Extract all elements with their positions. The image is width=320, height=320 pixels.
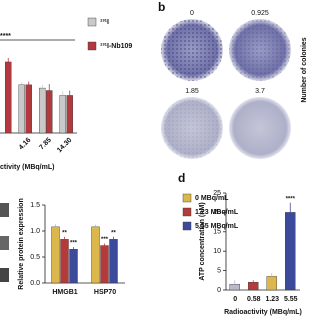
- x-tick-label: 7.85: [38, 137, 53, 152]
- y-axis-label: Number of colonies: [301, 37, 308, 102]
- y-tick-label: 10: [213, 248, 221, 255]
- x-tick-label: 1.23: [265, 296, 279, 303]
- x-tick-label: 4.16: [18, 137, 33, 152]
- plate-label: 0.925: [251, 10, 269, 17]
- bar: [25, 84, 32, 134]
- y-axis-label: ATP concentration (nM): [199, 202, 206, 280]
- bar: [39, 87, 46, 134]
- panel-label: d: [178, 171, 185, 185]
- legend-label: ¹³¹I: [100, 19, 109, 26]
- significance: ****: [0, 33, 11, 40]
- bar: [5, 61, 12, 134]
- x-tick-label: HMGB1: [52, 289, 77, 296]
- bar: [69, 248, 78, 284]
- legend-swatch: [182, 221, 192, 231]
- x-tick-label: 0: [233, 296, 237, 303]
- legend-swatch: [87, 17, 97, 27]
- x-axis-label: ctivity (MBq/mL): [0, 164, 54, 171]
- blot: [0, 203, 9, 282]
- x-tick-label: 14.30: [56, 137, 73, 154]
- bar: [46, 90, 53, 134]
- significance: ***: [101, 237, 109, 243]
- significance: **: [111, 230, 116, 236]
- plate-label: 1.85: [185, 88, 199, 95]
- y-tick-label: 1.5: [30, 202, 40, 209]
- bar: [229, 283, 240, 291]
- panel-label: b: [158, 0, 165, 14]
- bar: [109, 239, 118, 284]
- y-tick-label: 1.0: [30, 228, 40, 235]
- significance: ***: [70, 241, 78, 247]
- plate-images: [158, 18, 298, 166]
- significance: **: [62, 230, 67, 236]
- y-tick-label: 0: [217, 287, 221, 294]
- significance: ****: [286, 196, 296, 202]
- legend-label: 1.23 MBq/mL: [195, 209, 239, 216]
- bar: [100, 245, 109, 284]
- legend-swatch: [182, 193, 192, 203]
- bar: [266, 276, 277, 291]
- legend-swatch: [87, 41, 97, 51]
- bar: [285, 212, 296, 291]
- legend-label: 5.55 MBq/mL: [195, 223, 239, 230]
- bar: [60, 239, 69, 284]
- bar: [66, 95, 73, 134]
- bar: [59, 95, 66, 134]
- x-tick-label: HSP70: [94, 289, 116, 296]
- y-axis-label: Relative protein expression: [18, 198, 25, 289]
- legend-label: ¹³¹I-Nb109: [100, 43, 132, 50]
- y-tick-label: 25: [213, 190, 221, 197]
- bar: [51, 226, 60, 284]
- bar: [18, 84, 25, 134]
- x-axis-label: Radioactivity (MBq/mL): [224, 309, 302, 316]
- x-tick-label: 5.55: [284, 296, 298, 303]
- legend-swatch: [182, 207, 192, 217]
- y-tick-label: 20: [213, 209, 221, 216]
- plate-label: 0: [190, 10, 194, 17]
- y-tick-label: 0.0: [30, 280, 40, 287]
- plate-label: 3.7: [255, 88, 265, 95]
- y-tick-label: 5: [217, 267, 221, 274]
- bar: [248, 282, 259, 291]
- x-tick-label: 0.58: [247, 296, 261, 303]
- y-tick-label: 0.5: [30, 254, 40, 261]
- legend-label: 0 MBq/mL: [195, 195, 229, 202]
- y-tick-label: 15: [213, 229, 221, 236]
- bar: [91, 226, 100, 284]
